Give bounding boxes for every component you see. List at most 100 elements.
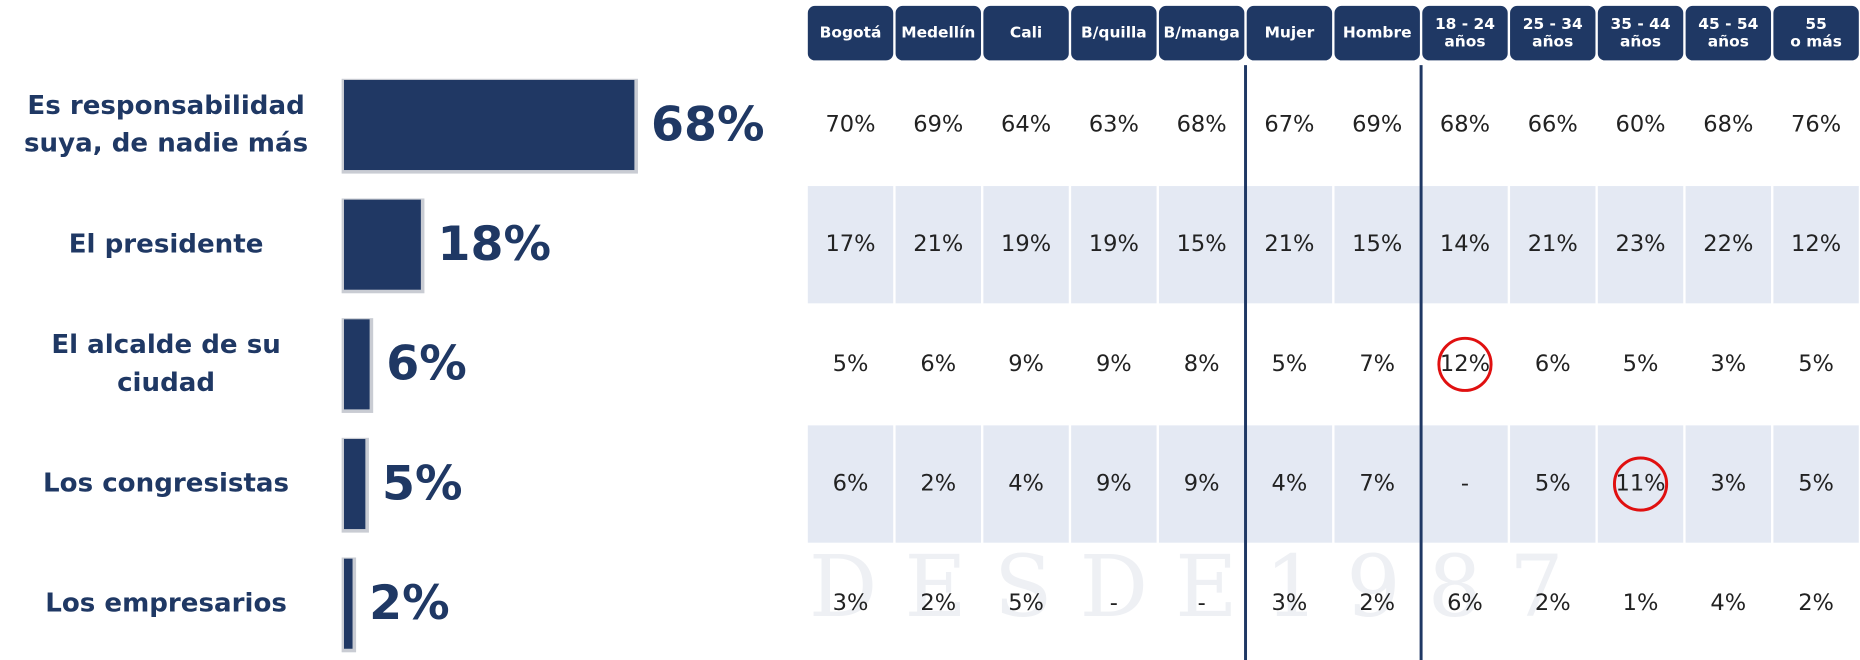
header-label: años (1620, 33, 1661, 51)
row-band (1158, 186, 1245, 304)
category-label: Los empresarios (45, 588, 287, 618)
table-cell: 6% (1447, 590, 1483, 616)
table-cell: 4% (1710, 590, 1746, 616)
header-cell (1510, 5, 1596, 61)
row-band (1597, 425, 1684, 543)
table-cell: 3% (1710, 471, 1746, 497)
table-cell: 12% (1440, 351, 1490, 377)
table-cell: 5% (1798, 351, 1834, 377)
row-band (1246, 425, 1333, 543)
header-label: años (1444, 33, 1485, 51)
row-band (1773, 425, 1859, 543)
table-cell: 8% (1184, 351, 1220, 377)
table-cell: 68% (1177, 112, 1227, 138)
table-cell: - (1198, 590, 1206, 616)
row-band (1773, 186, 1859, 304)
table-cell: 2% (1359, 590, 1395, 616)
value-label: 6% (386, 337, 467, 392)
table-cell: 11% (1616, 471, 1666, 497)
table-cell: 9% (1008, 351, 1044, 377)
table-cell: 64% (1001, 112, 1051, 138)
table-cell: 7% (1359, 471, 1395, 497)
header-label: 55 (1805, 15, 1826, 33)
row-band (1071, 425, 1157, 543)
table-cell: 19% (1001, 231, 1051, 257)
value-label: 18% (437, 217, 551, 272)
highlight-circle (1437, 336, 1493, 392)
table-cell: 68% (1440, 112, 1490, 138)
table-cell: 69% (1352, 112, 1402, 138)
header-label: años (1532, 33, 1573, 51)
table-cell: 19% (1089, 231, 1139, 257)
table-cell: 17% (825, 231, 875, 257)
table-cell: 63% (1089, 112, 1139, 138)
header-label: Cali (1010, 24, 1042, 42)
table-cell: 60% (1616, 112, 1666, 138)
header-cell (1158, 5, 1245, 61)
header-label: B/manga (1164, 24, 1240, 42)
row-band (1422, 425, 1508, 543)
table-cell: 2% (920, 471, 956, 497)
header-label: B/quilla (1081, 24, 1147, 42)
header-label: Mujer (1265, 24, 1315, 42)
header-cell (1773, 5, 1859, 61)
header-cell (1071, 5, 1157, 61)
row-band (1510, 186, 1596, 304)
table-cell: 5% (1798, 471, 1834, 497)
table-cell: 4% (1272, 471, 1308, 497)
table-cell: 9% (1184, 471, 1220, 497)
row-band (983, 425, 1069, 543)
table-cell: 3% (833, 590, 869, 616)
table-cell: 6% (920, 351, 956, 377)
table-cell: 67% (1264, 112, 1314, 138)
bar (344, 439, 366, 530)
table-cell: 6% (1535, 351, 1571, 377)
row-band (895, 186, 982, 304)
table-cell: 21% (1264, 231, 1314, 257)
row-band (1510, 425, 1596, 543)
table-cell: 9% (1096, 351, 1132, 377)
table-cell: 9% (1096, 471, 1132, 497)
table-cell: 66% (1528, 112, 1578, 138)
row-band (807, 186, 894, 304)
header-label: Bogotá (820, 24, 882, 42)
table-cell: 21% (913, 231, 963, 257)
row-band (895, 425, 982, 543)
table-cell: 15% (1352, 231, 1402, 257)
category-label: El alcalde de su ciudad (51, 330, 281, 398)
row-band (807, 425, 894, 543)
table-cell: 5% (1535, 471, 1571, 497)
table-cell: 68% (1703, 112, 1753, 138)
row-band (1597, 186, 1684, 304)
header-cell (1334, 5, 1420, 61)
table-cell: 22% (1703, 231, 1753, 257)
table-cell: 21% (1528, 231, 1578, 257)
value-label: 5% (382, 456, 463, 511)
table-cell: - (1461, 471, 1469, 497)
table-cell: 2% (920, 590, 956, 616)
row-band (1685, 425, 1772, 543)
table-cell: 76% (1791, 112, 1841, 138)
table-cell: 14% (1440, 231, 1490, 257)
header-cell (1597, 5, 1684, 61)
table-cell: 2% (1535, 590, 1571, 616)
row-band (1685, 186, 1772, 304)
bar (344, 79, 635, 171)
header-label: años (1708, 33, 1749, 51)
highlight-circle (1612, 456, 1669, 512)
table-cell: 4% (1008, 471, 1044, 497)
header-cell (807, 5, 894, 61)
value-label: 2% (369, 576, 450, 631)
header-cell (1685, 5, 1772, 61)
table-cell: 5% (1008, 590, 1044, 616)
table-cell: 15% (1177, 231, 1227, 257)
header-cell (895, 5, 982, 61)
category-label: El presidente (68, 229, 264, 259)
table-cell: 5% (833, 351, 869, 377)
row-band (1334, 425, 1420, 543)
header-label: o más (1790, 33, 1842, 51)
table-cell: 3% (1710, 351, 1746, 377)
value-label: 68% (651, 97, 765, 152)
bar (344, 558, 353, 649)
